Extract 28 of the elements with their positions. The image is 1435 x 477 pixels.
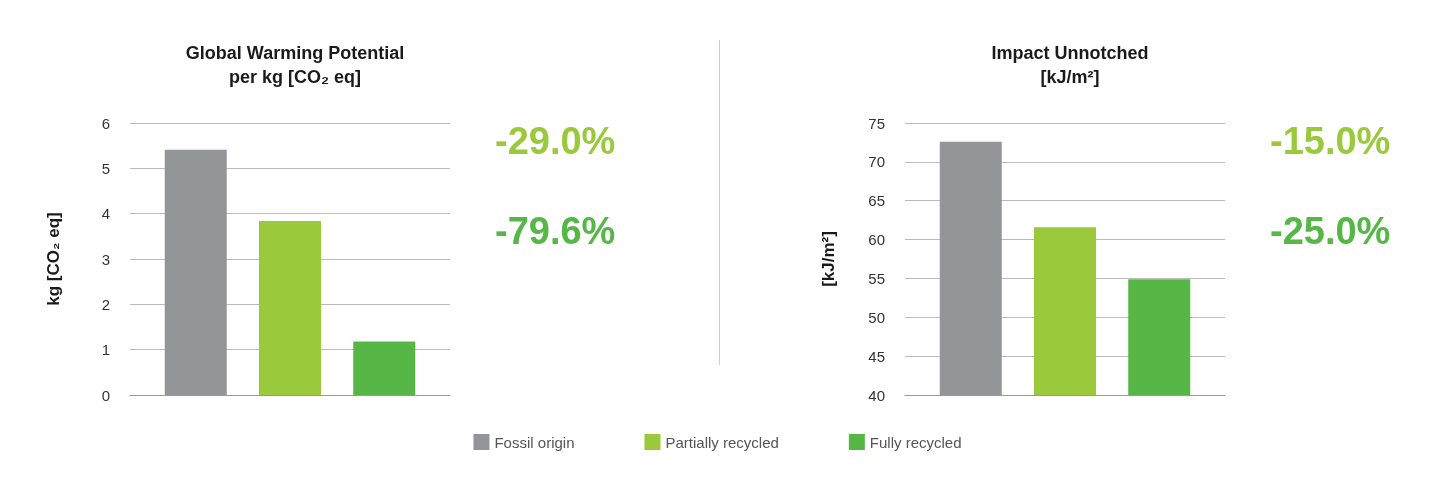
y-tick-label: 1 bbox=[101, 341, 110, 359]
y-tick-label: 55 bbox=[868, 269, 885, 287]
y-axis-title: kg [CO₂ eq] bbox=[44, 212, 63, 306]
text: -25.0% bbox=[1270, 210, 1391, 252]
y-tick-label: 75 bbox=[868, 114, 885, 132]
y-tick-label: 6 bbox=[101, 114, 110, 132]
y-axis-title: [kJ/m²] bbox=[819, 231, 838, 287]
y-tick-label: 45 bbox=[868, 347, 885, 365]
y-tick-label: 60 bbox=[868, 231, 885, 249]
text: -79.6% bbox=[495, 210, 616, 252]
y-tick-label: 65 bbox=[868, 192, 885, 210]
y-tick-label: 3 bbox=[101, 250, 110, 268]
legend-label: Partially recycled bbox=[665, 433, 779, 451]
chart-title: Impact Unnotched [kJ/m²] bbox=[991, 43, 1149, 87]
y-tick-label: 40 bbox=[868, 386, 885, 404]
y-tick-label: 5 bbox=[101, 159, 110, 177]
y-tick-label: 4 bbox=[101, 205, 110, 223]
bar bbox=[259, 220, 321, 395]
y-tick-label: 70 bbox=[868, 153, 885, 171]
y-tick-label: 0 bbox=[101, 386, 110, 404]
legend-label: Fully recycled bbox=[869, 433, 962, 451]
chart-title: Global Warming Potential per kg [CO₂ eq] bbox=[185, 43, 405, 87]
text: -29.0% bbox=[495, 120, 616, 162]
text: -15.0% bbox=[1270, 120, 1391, 162]
y-tick-label: 2 bbox=[101, 295, 110, 313]
y-tick-label: 50 bbox=[868, 308, 885, 326]
bar bbox=[353, 341, 416, 395]
legend-label: Fossil origin bbox=[494, 433, 575, 451]
